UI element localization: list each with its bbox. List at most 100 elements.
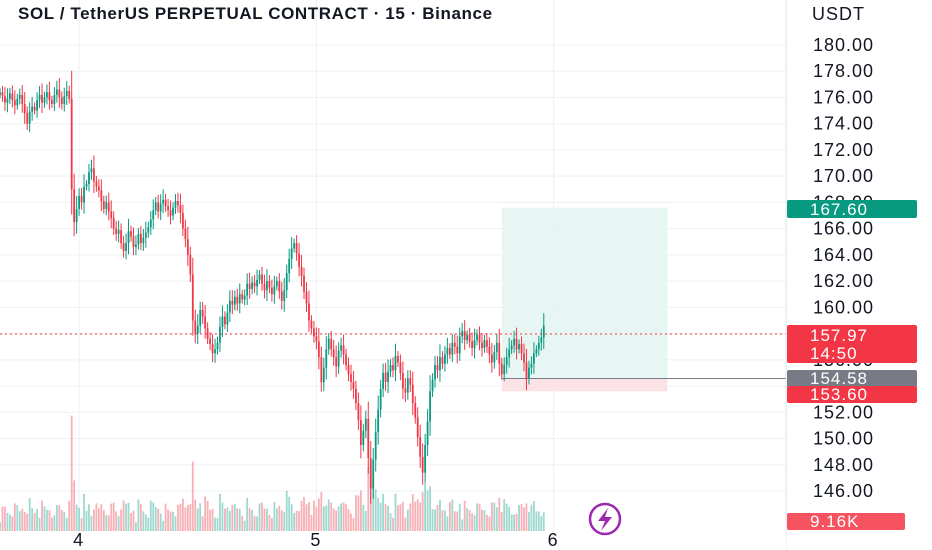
volume-bar: [542, 512, 545, 531]
volume-bar: [394, 493, 397, 531]
candle-body: [283, 290, 286, 301]
volume-bar: [446, 516, 449, 531]
candle-body: [144, 232, 147, 238]
candle-body: [53, 94, 56, 105]
candle-body: [256, 279, 258, 287]
volume-bar: [73, 480, 76, 531]
candle-body: [337, 350, 340, 367]
volume-bar: [228, 510, 231, 531]
volume-bar: [528, 512, 530, 531]
candle-body: [498, 342, 501, 364]
candle-body: [80, 195, 83, 203]
volume-bar: [194, 499, 197, 531]
candle-body: [515, 338, 518, 350]
price-tick-label: 164.00: [813, 245, 874, 265]
volume-bar: [379, 502, 382, 531]
volume-bar: [83, 493, 85, 531]
volume-bar: [60, 510, 63, 531]
candle-body: [38, 94, 41, 101]
volume-bar: [189, 504, 192, 531]
volume-bar: [241, 516, 244, 531]
volume-bar: [147, 517, 150, 531]
target-price-tag: 167.60: [787, 200, 917, 219]
volume-bar: [500, 512, 503, 531]
volume-bar: [33, 512, 36, 531]
volume-bar: [409, 503, 412, 531]
candle-body: [226, 312, 229, 325]
candle-body: [387, 371, 389, 383]
volume-bar: [540, 516, 543, 531]
candle-body: [392, 365, 394, 371]
volume-bar: [481, 509, 483, 531]
volume-bar: [295, 510, 298, 531]
candle-body: [102, 201, 105, 209]
candle-body: [411, 384, 414, 404]
volume-bar: [93, 509, 95, 531]
volume-bar: [330, 502, 333, 531]
candle-body: [478, 334, 481, 343]
time-scale[interactable]: 4 5 6: [73, 530, 559, 550]
candle-body: [233, 296, 236, 305]
candle-body: [298, 253, 300, 267]
volume-bar: [78, 507, 80, 531]
last-price-text: 157.97: [810, 326, 868, 345]
volume-bar: [300, 500, 303, 531]
volume-bar: [340, 503, 342, 531]
candle-body: [540, 337, 543, 343]
candle-body: [73, 189, 76, 223]
volume-bar: [182, 498, 184, 531]
candle-body: [327, 338, 330, 350]
candle-body: [83, 186, 85, 203]
candle-body: [263, 283, 266, 291]
candle-body: [288, 258, 291, 274]
volume-bar: [159, 513, 162, 531]
volume-bar: [196, 508, 199, 531]
currency-label[interactable]: USDT: [812, 4, 865, 24]
volume-bar: [167, 509, 169, 531]
volume-bar: [473, 515, 476, 531]
long-position-tool[interactable]: [501, 207, 786, 392]
volume-bar: [270, 518, 273, 531]
volume-bar: [332, 508, 335, 531]
volume-bar: [498, 497, 501, 531]
volume-bar: [535, 511, 538, 531]
candle-body: [466, 334, 469, 341]
candle-body: [293, 243, 296, 249]
candle-body: [157, 202, 160, 212]
volume-bar: [36, 509, 38, 531]
volume-bar: [204, 496, 207, 531]
candle-body: [164, 199, 167, 207]
candle-body: [13, 100, 16, 106]
volume-bar: [369, 480, 372, 531]
volume-bar: [149, 500, 152, 531]
candle-body: [451, 342, 454, 355]
candle-body: [414, 403, 417, 418]
candle-body: [162, 199, 165, 204]
candle-body: [28, 111, 31, 124]
volume-bar: [130, 513, 132, 531]
candle-body: [1, 92, 4, 97]
volume-bar: [471, 513, 473, 531]
candle-body: [362, 430, 365, 446]
candle-body: [26, 113, 29, 124]
volume-bar: [58, 505, 61, 531]
candle-body: [85, 184, 88, 187]
price-tick-label: 178.00: [813, 61, 874, 81]
candle-body: [122, 243, 125, 251]
volume-bar: [132, 510, 135, 531]
candle-body: [367, 418, 370, 459]
candle-body: [248, 283, 251, 289]
lightning-icon[interactable]: [588, 502, 622, 536]
volume-bar: [310, 515, 313, 531]
price-tick-label: 174.00: [813, 114, 874, 134]
volume-bar: [251, 510, 254, 531]
volume-bar: [110, 503, 113, 531]
volume-bar: [537, 511, 540, 531]
candle-body: [0, 92, 1, 95]
candle-body: [236, 296, 239, 304]
candle-body: [43, 97, 46, 103]
volume-bar: [392, 517, 394, 531]
volume-bar: [367, 467, 370, 531]
volume-bar: [505, 503, 508, 531]
